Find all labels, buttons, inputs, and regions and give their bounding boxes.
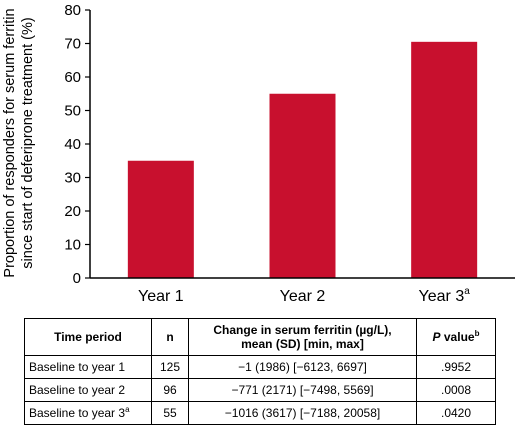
y-axis-label-line2: since start of deferiprone treatment (%) (20, 17, 36, 268)
x-tick-label: Year 2 (280, 288, 326, 305)
table-row: Baseline to year 1 125 −1 (1986) [−6123,… (24, 355, 496, 379)
period-text: Baseline to year 1 (29, 360, 126, 374)
y-tick-label: 60 (64, 69, 81, 86)
y-axis-label: Proportion of responders for serum ferri… (2, 8, 36, 277)
ferritin-table: Time period n Change in serum ferritin (… (24, 318, 496, 425)
y-tick-label: 20 (64, 203, 81, 220)
y-tick-label: 30 (64, 170, 81, 187)
cell-p-value: .0420 (416, 401, 496, 425)
header-p-italic: P (432, 330, 441, 344)
cell-change: −771 (2171) [−7498, 5569] (188, 378, 417, 402)
bar-1 (127, 160, 194, 278)
period-text: Baseline to year 2 (29, 383, 126, 397)
header-p-superscript: b (474, 329, 480, 338)
bar-chart: Proportion of responders for serum ferri… (2, 2, 515, 305)
cell-p-value: .9952 (416, 355, 496, 379)
cell-period: Baseline to year 3a (24, 401, 152, 425)
header-n: n (151, 318, 189, 356)
header-p-rest: value (440, 330, 475, 344)
y-axis-label-line1: Proportion of responders for serum ferri… (2, 8, 18, 277)
cell-change: −1 (1986) [−6123, 6697] (188, 355, 417, 379)
cell-period: Baseline to year 2 (24, 378, 152, 402)
header-change: Change in serum ferritin (µg/L), mean (S… (188, 318, 417, 356)
table-header-row: Time period n Change in serum ferritin (… (24, 318, 496, 356)
cell-n: 125 (151, 355, 189, 379)
y-tick-label: 70 (64, 36, 81, 53)
x-tick-superscript: a (464, 286, 470, 297)
cell-n: 55 (151, 401, 189, 425)
header-change-line2: mean (SD) [min, max] (241, 337, 364, 351)
x-tick-text: Year 1 (138, 288, 184, 305)
table-row: Baseline to year 2 96 −771 (2171) [−7498… (24, 378, 496, 402)
x-tick-label: Year 1 (138, 288, 184, 305)
cell-period: Baseline to year 1 (24, 355, 152, 379)
header-p-value: P valueb (416, 318, 496, 356)
y-tick-label: 40 (64, 136, 81, 153)
table-row: Baseline to year 3a 55 −1016 (3617) [−71… (24, 401, 496, 425)
bar-2 (269, 93, 336, 278)
x-tick-label: Year 3a (419, 286, 471, 305)
period-superscript: a (125, 405, 130, 414)
bar-3 (411, 41, 478, 279)
y-tick-label: 10 (64, 237, 81, 254)
period-text: Baseline to year 3 (29, 406, 126, 420)
x-tick-text: Year 2 (280, 288, 326, 305)
x-tick-text: Year 3 (419, 288, 465, 305)
cell-change: −1016 (3617) [−7188, 20058] (188, 401, 417, 425)
cell-n: 96 (151, 378, 189, 402)
cell-p-value: .0008 (416, 378, 496, 402)
header-change-line1: Change in serum ferritin (µg/L), (213, 323, 392, 337)
y-tick-label: 80 (64, 2, 81, 19)
header-time-period: Time period (24, 318, 152, 356)
y-tick-label: 50 (64, 103, 81, 120)
y-tick-label: 0 (73, 270, 81, 287)
